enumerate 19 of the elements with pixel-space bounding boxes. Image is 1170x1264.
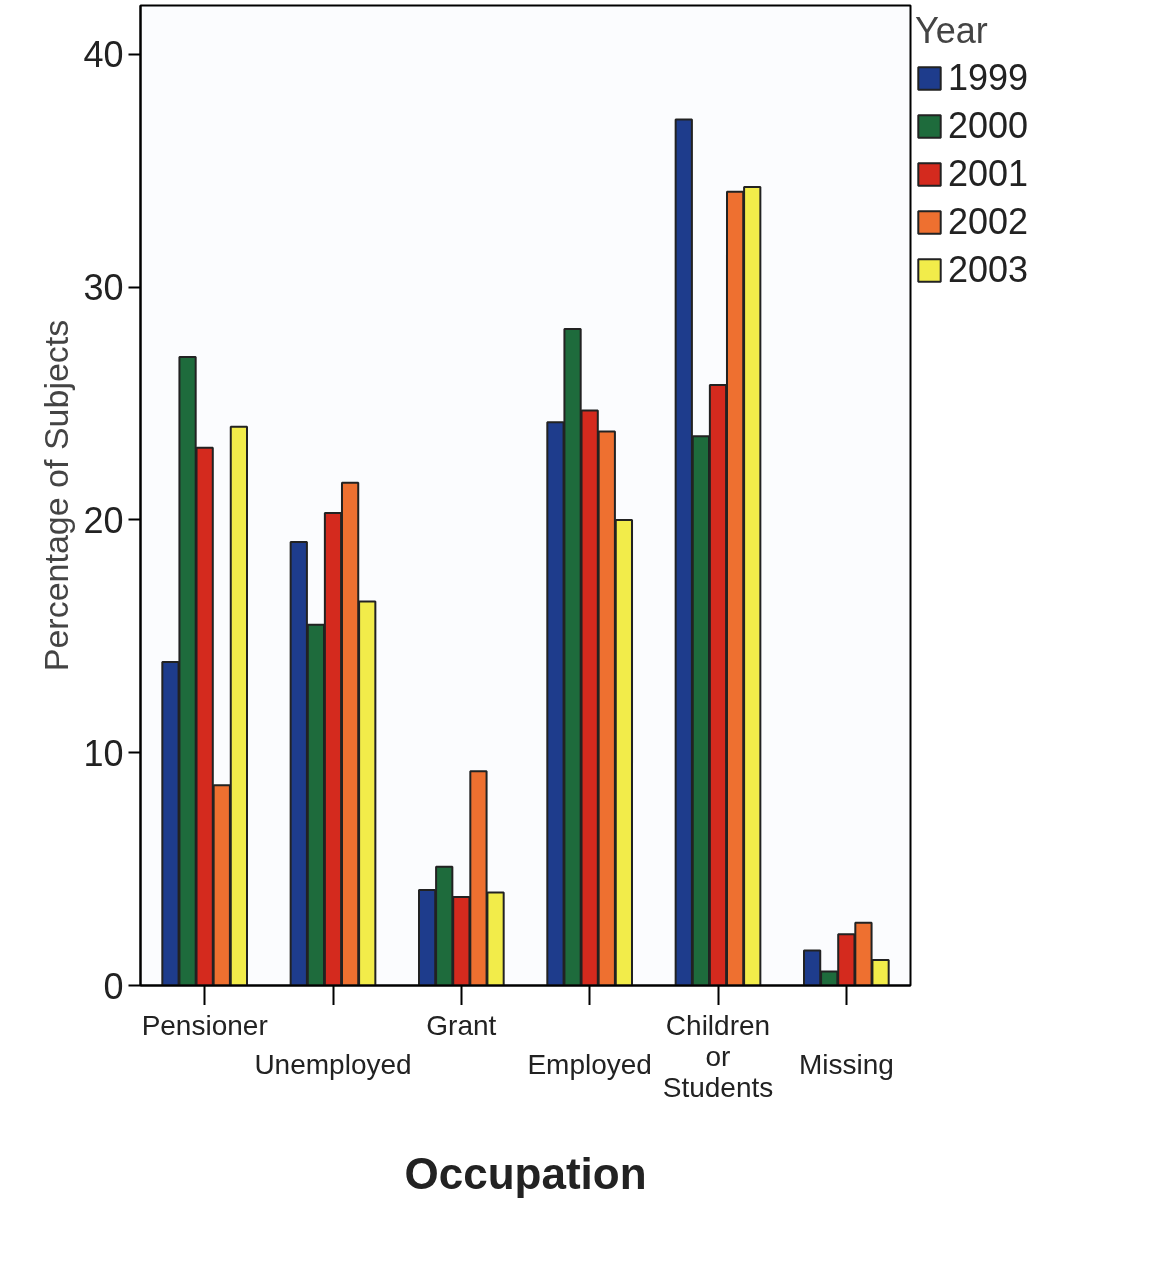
legend-label: 1999 — [948, 57, 1029, 99]
x-tick-label: Missing — [798, 1049, 894, 1081]
x-tick-label: Employed — [527, 1049, 652, 1081]
x-tick-label: Pensioner — [141, 1009, 268, 1041]
x-tick-label: Children or Students — [662, 1009, 774, 1103]
legend-label: 2000 — [948, 105, 1029, 147]
x-tick-label: Grant — [426, 1009, 497, 1041]
legend-label: 2003 — [948, 249, 1029, 291]
legend-label: 2002 — [948, 201, 1029, 243]
y-axis-title: Percentage of Subjects — [37, 319, 76, 672]
y-tick-label: 0 — [103, 965, 124, 1007]
y-tick-label: 40 — [83, 34, 124, 76]
x-axis-title: Occupation — [404, 1148, 647, 1198]
x-tick-label: Unemployed — [254, 1049, 412, 1081]
y-tick-label: 20 — [83, 499, 124, 541]
y-tick-label: 10 — [83, 732, 124, 774]
legend-title: Year — [915, 10, 989, 52]
legend-label: 2001 — [948, 153, 1029, 195]
y-tick-label: 30 — [83, 267, 124, 309]
